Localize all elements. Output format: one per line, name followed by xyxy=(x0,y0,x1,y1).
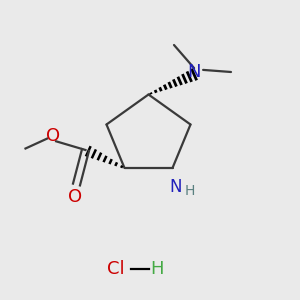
Text: N: N xyxy=(187,63,201,81)
Text: N: N xyxy=(170,178,182,196)
Text: H: H xyxy=(151,260,164,278)
Text: Cl: Cl xyxy=(107,260,124,278)
Text: H: H xyxy=(184,184,195,198)
Text: O: O xyxy=(68,188,82,206)
Text: O: O xyxy=(46,127,60,145)
